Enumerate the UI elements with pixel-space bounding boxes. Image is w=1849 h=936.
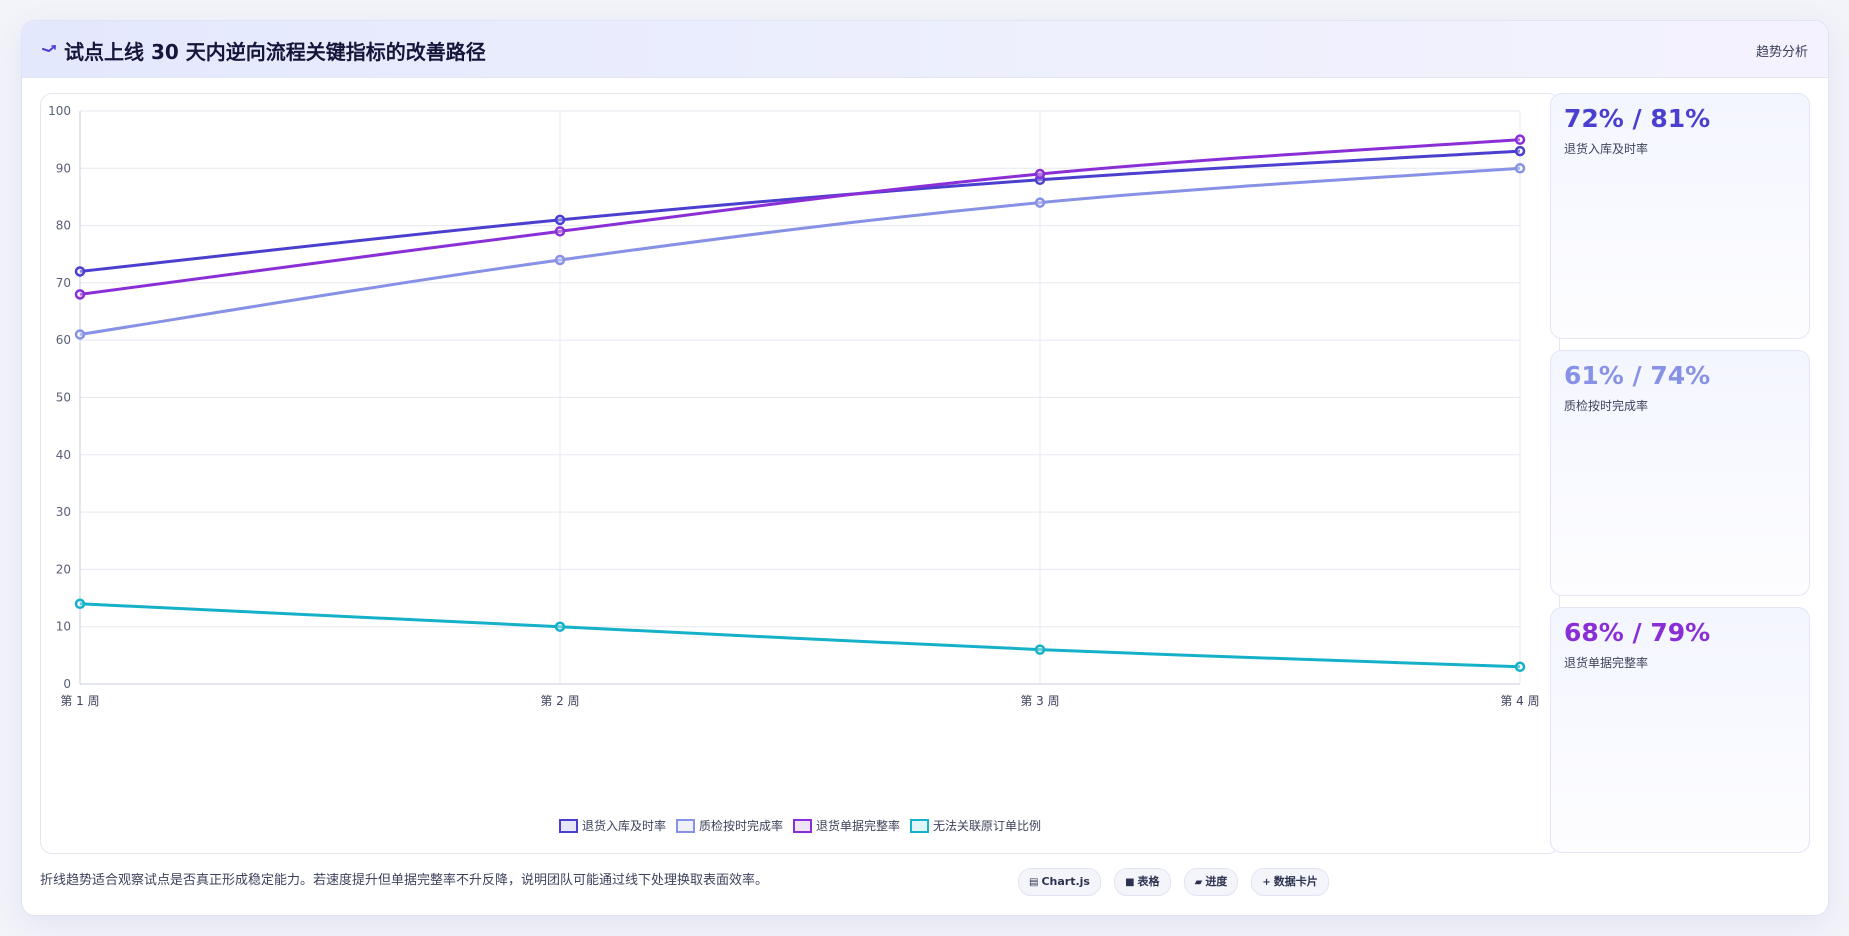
data-point (554, 254, 566, 266)
legend-swatch (558, 818, 578, 833)
legend-label: 无法关联原订单比例 (933, 819, 1042, 833)
stat-value: 68% / 79% (1564, 618, 1711, 647)
data-point (1514, 163, 1526, 174)
x-tick-label: 第 4 周 (1500, 694, 1539, 708)
chart-legend: 退货入库及时率 质检按时完成率 退货单据完整率 无法关联原订单比例 (41, 817, 1559, 834)
legend-swatch (793, 818, 812, 833)
legend-label: 退货入库及时率 (581, 819, 666, 833)
data-point (554, 214, 566, 226)
y-tick-label: 60 (56, 333, 71, 347)
progress-icon: ▰ (1194, 877, 1203, 888)
y-tick-label: 40 (56, 448, 71, 462)
data-point (74, 266, 86, 277)
data-point (1514, 145, 1526, 157)
x-tick-label: 第 1 周 (60, 694, 99, 708)
tag-label: 表格 (1137, 875, 1160, 888)
x-tick-label: 第 3 周 (1020, 694, 1059, 708)
stat-label: 质检按时完成率 (1564, 399, 1649, 413)
series-line (79, 138, 1521, 296)
stat-card-document-completeness: 68% / 79% 退货单据完整率 (1550, 607, 1810, 853)
trend-line-icon (42, 45, 56, 52)
y-tick-label: 80 (56, 219, 71, 233)
tag-data-card[interactable]: + 数据卡片 (1251, 868, 1329, 896)
legend-swatch (675, 818, 695, 833)
tag-label: Chart.js (1041, 875, 1090, 888)
data-point (1034, 644, 1046, 655)
legend-item[interactable]: 质检按时完成率 (675, 817, 783, 834)
stat-label: 退货单据完整率 (1564, 656, 1649, 670)
legend-item[interactable]: 退货入库及时率 (558, 817, 666, 834)
series-line (79, 149, 1521, 273)
legend-swatch (910, 818, 930, 833)
chart-panel: 0 10 20 30 40 50 60 70 80 90 100 第 1 周 第 2 周 第 3 周 第 4… (40, 93, 1560, 854)
dashboard-card: 试点上线 30 天内逆向流程关键指标的改善路径 趋势分析 0 10 20 30 40 50… (21, 20, 1829, 916)
tag-chartjs[interactable]: ▤ Chart.js (1018, 868, 1101, 896)
chart-icon: ▤ (1029, 877, 1039, 888)
stat-value: 72% / 81% (1564, 104, 1711, 133)
footer-note: 折线趋势适合观察试点是否真正形成稳定能力。若速度提升但单据完整率不升反降，说明团… (40, 873, 769, 888)
y-tick-label: 20 (56, 562, 71, 576)
legend-item[interactable]: 无法关联原订单比例 (910, 817, 1041, 834)
data-point (1034, 168, 1046, 180)
data-point (74, 329, 86, 340)
data-point (1514, 134, 1526, 145)
tag-progress[interactable]: ▰ 进度 (1183, 868, 1239, 896)
y-tick-label: 70 (56, 276, 71, 290)
series-line (79, 602, 1521, 669)
stat-card-inspection-ontime: 61% / 74% 质检按时完成率 (1550, 350, 1810, 596)
y-tick-label: 50 (56, 391, 71, 405)
tag-label: 数据卡片 (1273, 875, 1318, 888)
stat-value: 61% / 74% (1564, 361, 1711, 390)
data-point (554, 621, 566, 632)
footer-tags: ▤ Chart.js ■ 表格 ▰ 进度 + 数据卡片 (1018, 868, 1337, 896)
table-icon: ■ (1125, 877, 1135, 888)
data-point (554, 226, 566, 237)
data-point (1514, 661, 1526, 673)
page-title: 试点上线 30 天内逆向流程关键指标的改善路径 (64, 40, 486, 64)
stat-card-inbound-timeliness: 72% / 81% 退货入库及时率 (1550, 93, 1810, 339)
legend-label: 质检按时完成率 (698, 819, 783, 833)
stat-label: 退货入库及时率 (1564, 142, 1649, 156)
tag-table[interactable]: ■ 表格 (1114, 868, 1171, 896)
card-header: 试点上线 30 天内逆向流程关键指标的改善路径 趋势分析 (22, 21, 1828, 78)
series-line (79, 166, 1521, 336)
y-tick-label: 90 (56, 161, 71, 175)
y-tick-label: 30 (56, 505, 71, 519)
legend-label: 退货单据完整率 (816, 819, 901, 833)
data-point (74, 598, 86, 610)
analysis-type-tag: 趋势分析 (1755, 45, 1808, 60)
y-tick-label: 10 (56, 620, 71, 634)
x-tick-label: 第 2 周 (540, 694, 579, 708)
line-chart: 0 10 20 30 40 50 60 70 80 90 100 第 1 周 第 2 周 第 3 周 第 4… (48, 104, 1540, 708)
data-point (1034, 197, 1046, 208)
plus-icon: + (1262, 877, 1271, 888)
tag-label: 进度 (1205, 875, 1228, 888)
data-point (74, 289, 86, 300)
y-tick-label: 100 (48, 104, 71, 118)
legend-item[interactable]: 退货单据完整率 (793, 817, 900, 834)
y-tick-label: 0 (63, 677, 71, 691)
